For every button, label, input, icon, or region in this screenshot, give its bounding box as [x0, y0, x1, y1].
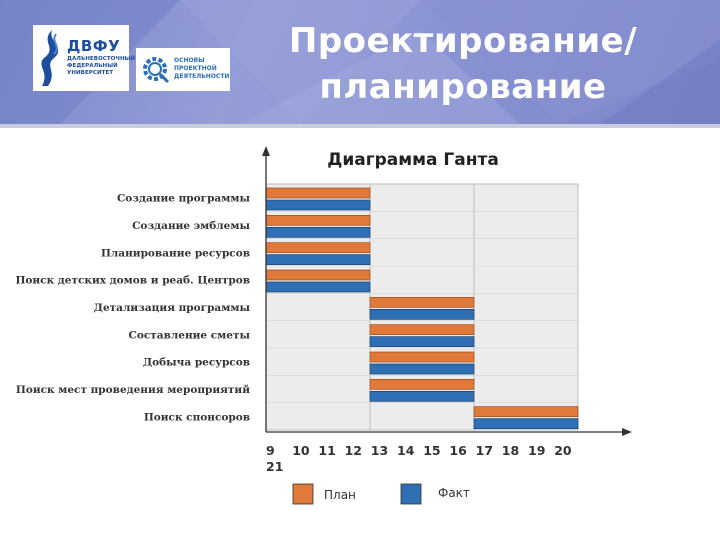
fact-bar [265, 226, 371, 238]
fact-bar [265, 254, 371, 266]
course-logo: ОСНОВЫ ПРОЕКТНОЙ ДЕЯТЕЛЬНОСТИ [136, 48, 230, 91]
university-logo: ДВФУ ДАЛЬНЕВОСТОЧНЫЙ ФЕДЕРАЛЬНЫЙ УНИВЕРС… [33, 25, 135, 91]
x-tick-label: 21 [266, 459, 283, 474]
task-label: Создание программы [117, 193, 251, 205]
x-tick-label: 17 [476, 443, 493, 458]
plan-bar [369, 324, 475, 336]
x-tick-label: 20 [554, 443, 572, 458]
x-tick-label: 13 [371, 443, 388, 458]
x-tick-label: 15 [423, 443, 440, 458]
gear-magnifier-icon [143, 57, 170, 84]
chart-title: Диаграмма Ганта [327, 150, 499, 170]
y-axis-arrow [262, 146, 270, 156]
task-label: Создание эмблемы [132, 220, 250, 232]
x-tick-label: 19 [528, 443, 545, 458]
legend-swatch-fact [400, 483, 422, 505]
task-label: Поиск детских домов и реаб. Центров [15, 275, 250, 287]
course-logo-text: ОСНОВЫ ПРОЕКТНОЙ ДЕЯТЕЛЬНОСТИ [174, 57, 230, 80]
plan-bar [369, 296, 475, 308]
plan-bar [265, 187, 371, 199]
fact-bar [369, 363, 475, 375]
plan-bar [265, 214, 371, 226]
task-label: Поиск спонсоров [144, 411, 250, 423]
x-tick-label: 12 [345, 443, 362, 458]
legend-swatch-plan [292, 483, 314, 505]
plan-bar [369, 378, 475, 390]
fact-bar [265, 199, 371, 211]
gantt-chart: Диаграмма Ганта Создание программы Создани… [15, 146, 632, 505]
logo-sub-text: ДАЛЬНЕВОСТОЧНЫЙ ФЕДЕРАЛЬНЫЙ УНИВЕРСИТЕТ [67, 56, 136, 76]
x-tick-label: 18 [502, 443, 519, 458]
task-label: Составление сметы [129, 329, 251, 341]
header-banner: ДВФУ ДАЛЬНЕВОСТОЧНЫЙ ФЕДЕРАЛЬНЫЙ УНИВЕРС… [0, 0, 720, 124]
x-tick-label: 10 [292, 443, 310, 458]
header-divider [0, 124, 720, 128]
task-label: Добыча ресурсов [143, 357, 250, 369]
plan-bar [369, 351, 475, 363]
x-tick-label: 14 [397, 443, 415, 458]
fact-bar [265, 281, 371, 293]
x-tick-label: 16 [449, 443, 467, 458]
x-axis-arrow [622, 428, 632, 436]
task-label: Планирование ресурсов [101, 247, 250, 259]
plan-bar [265, 242, 371, 254]
plan-bar [473, 406, 579, 418]
flame-logo-icon [41, 30, 59, 86]
task-label: Поиск мест проведения мероприятий [16, 384, 250, 396]
background-pattern [0, 0, 720, 124]
fact-bar [473, 418, 579, 430]
fact-bar [369, 308, 475, 320]
fact-bar [369, 390, 475, 402]
page-title: Проектирование/ планирование [288, 21, 638, 107]
task-label: Детализация программы [94, 302, 251, 314]
plan-bar [265, 269, 371, 281]
legend-label-fact: Факт [438, 486, 470, 500]
x-tick-label: 11 [318, 443, 335, 458]
x-tick-label: 9 [266, 443, 275, 458]
legend-label-plan: План [324, 488, 356, 502]
logo-brand-text: ДВФУ [67, 37, 121, 55]
fact-bar [369, 336, 475, 348]
